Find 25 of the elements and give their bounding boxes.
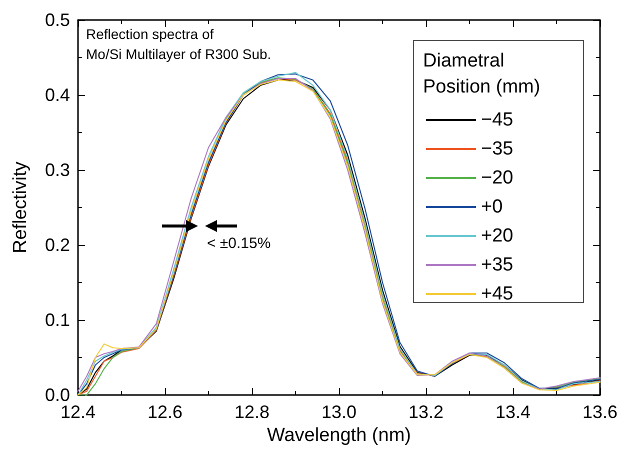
legend-label: +0 [481,196,503,218]
y-tick-label: 0.4 [44,85,70,105]
legend-title: Diametral Position (mm) [423,50,540,98]
y-tick-label: 0.0 [44,385,70,405]
legend-label: −35 [481,138,514,160]
x-tick-label: 13.4 [495,402,531,422]
x-tick-label: 13.0 [321,402,357,422]
y-tick-label: 0.2 [44,235,70,255]
x-tick-label: 12.6 [147,402,183,422]
annotation: < ±0.15% [207,235,271,252]
legend-label: −20 [481,168,514,188]
y-tick-label: 0.1 [44,310,70,330]
y-tick-label: 0.3 [44,160,70,180]
y-tick-label: 0.5 [44,10,70,30]
x-axis-title: Wavelength (nm) [267,424,411,446]
text: Reflection spectra of Mo/Si Multilayer of R300 Sub. [86,26,272,62]
legend-label: −45 [481,110,514,130]
legend-label: +35 [481,254,514,276]
x-tick-label: 12.8 [234,402,270,422]
x-tick-label: 13.6 [582,402,618,422]
legend-label: +20 [481,226,514,246]
x-tick-label: 13.2 [408,402,444,422]
x-tick-label: 12.4 [60,402,96,422]
legend-label: +45 [481,284,514,304]
y-axis-title: Reflectivity [10,161,31,254]
